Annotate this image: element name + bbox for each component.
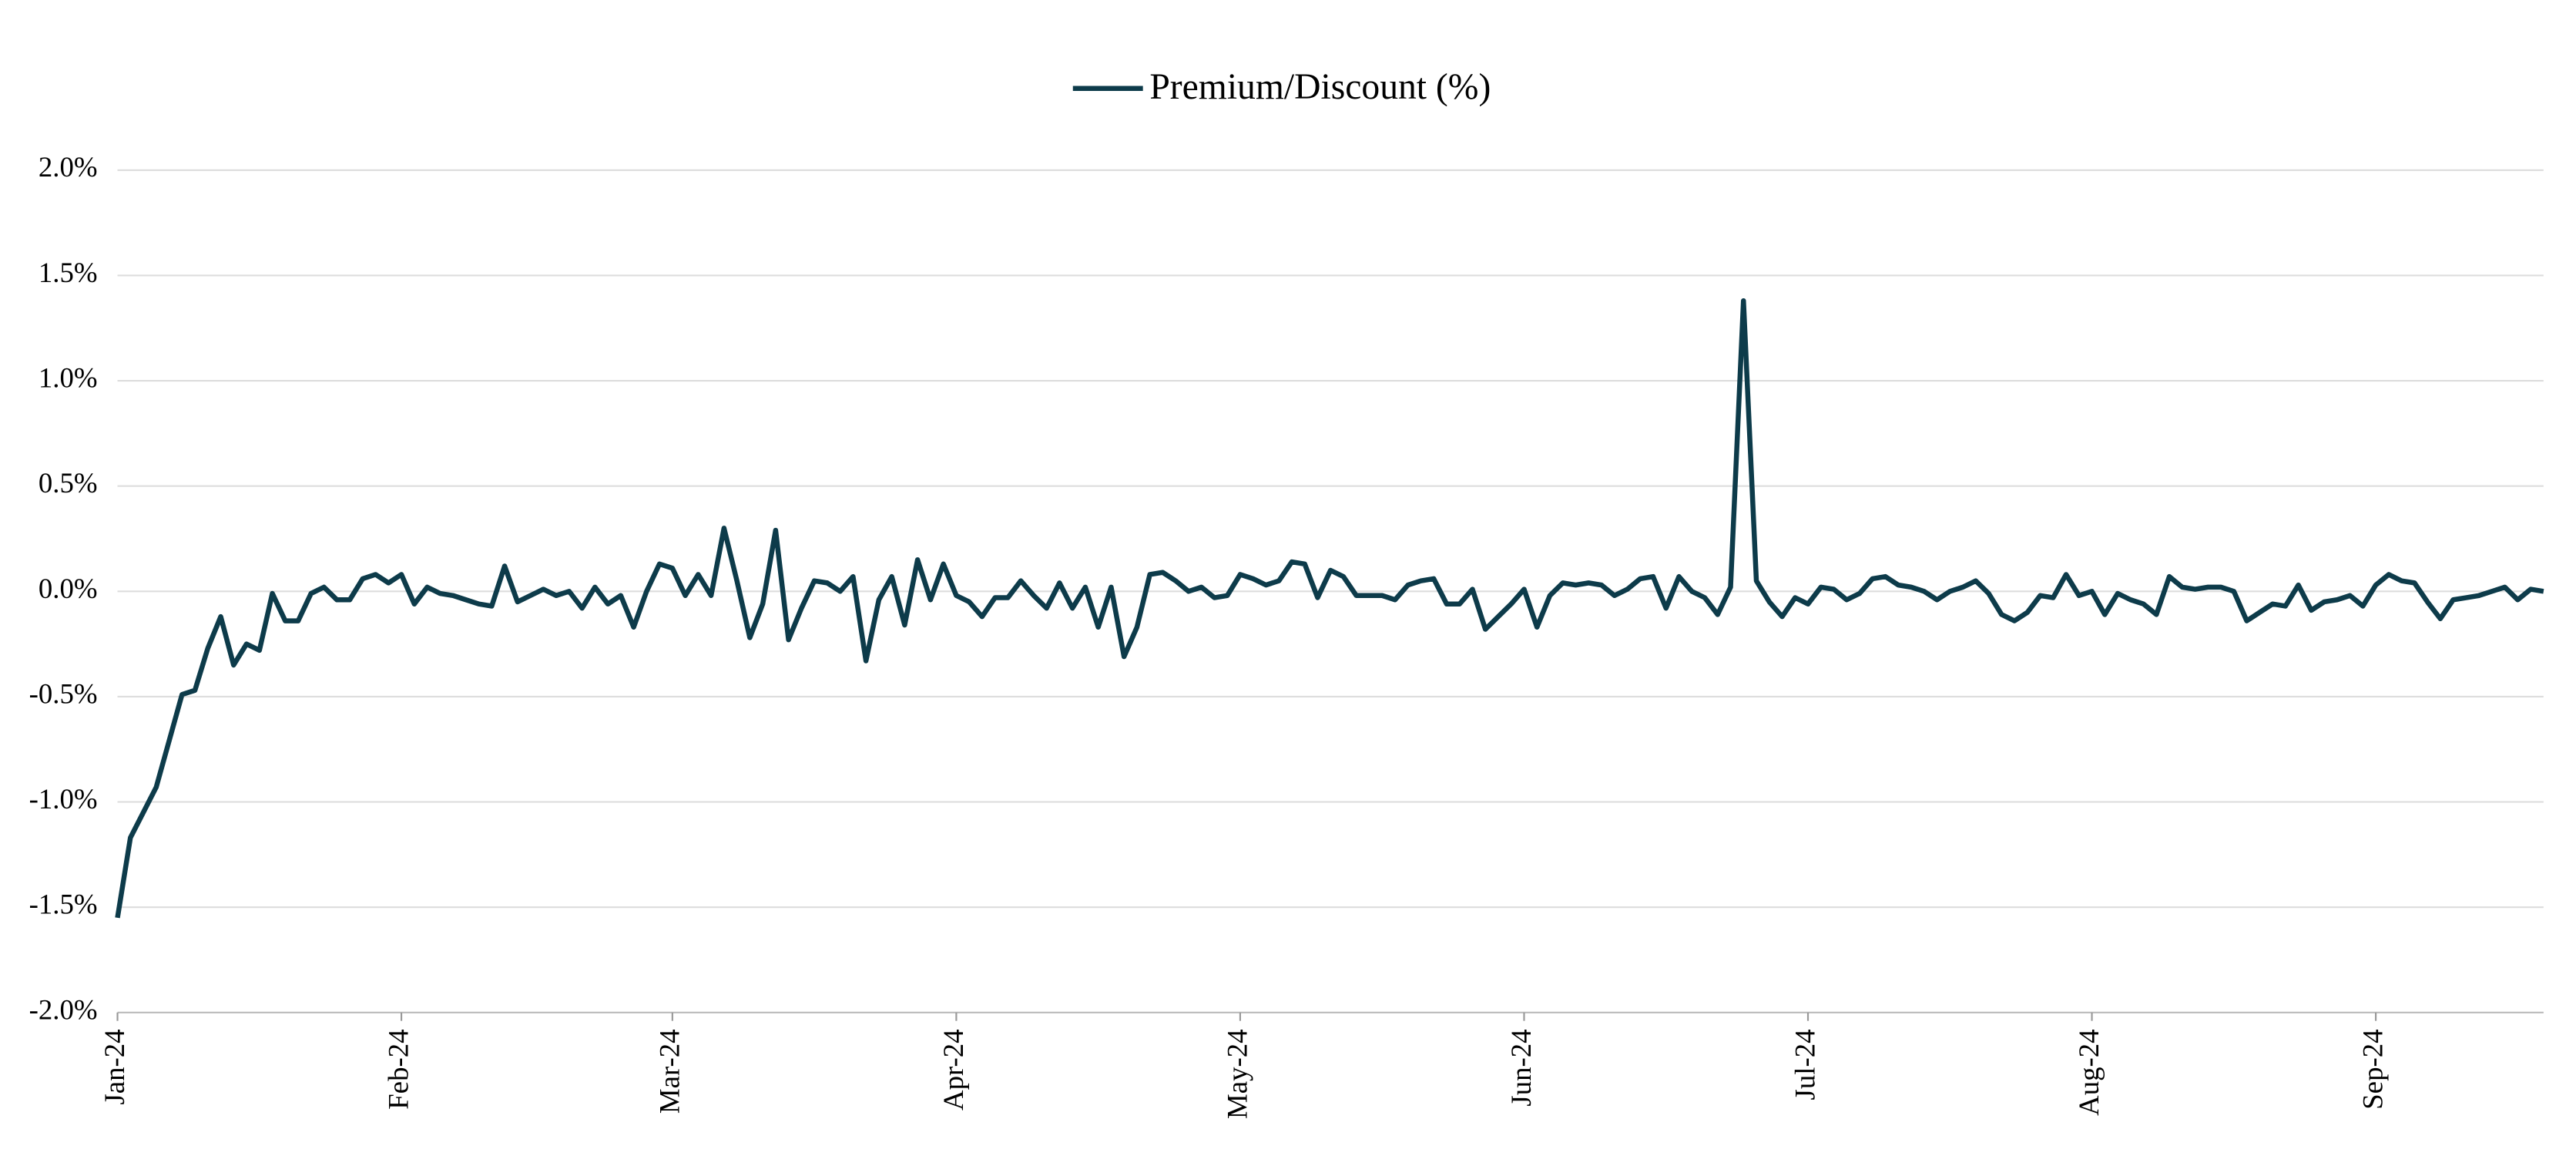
y-tick-label: 1.5% — [39, 257, 98, 288]
y-tick-label: 1.0% — [39, 361, 98, 393]
series-line — [115, 297, 2544, 919]
y-tick-label: 0.5% — [39, 467, 98, 499]
x-tick-label: Jun-24 — [1505, 1029, 1537, 1106]
y-tick-label: -2.0% — [29, 993, 98, 1025]
y-tick-label: -1.0% — [29, 783, 98, 815]
x-tick-label: Aug-24 — [2073, 1029, 2105, 1115]
y-tick-label: -1.5% — [29, 889, 98, 920]
x-tick-label: Apr-24 — [937, 1029, 969, 1111]
legend-label: Premium/Discount (%) — [1149, 67, 1491, 107]
x-tick-label: May-24 — [1221, 1029, 1253, 1118]
y-tick-label: 0.0% — [39, 573, 98, 604]
x-tick-label: Jan-24 — [99, 1029, 130, 1104]
y-tick-label: 2.0% — [39, 151, 98, 183]
x-tick-label: Mar-24 — [653, 1029, 685, 1114]
x-tick-label: Feb-24 — [382, 1029, 414, 1109]
x-tick-label: Sep-24 — [2357, 1029, 2389, 1109]
x-tick-label: Jul-24 — [1789, 1029, 1820, 1100]
y-tick-label: -0.5% — [29, 677, 98, 709]
